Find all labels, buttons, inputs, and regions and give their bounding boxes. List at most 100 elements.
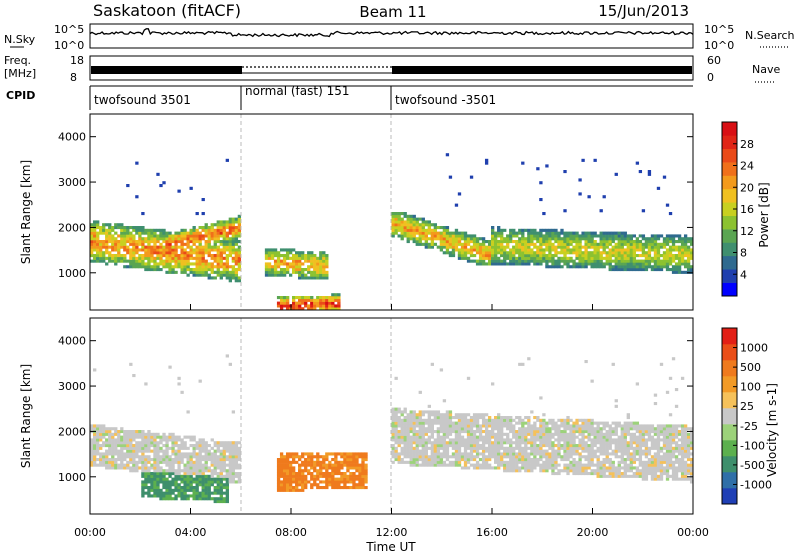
heatmap-cell	[463, 231, 468, 235]
heatmap-cell	[506, 438, 510, 442]
heatmap-cell	[147, 491, 151, 495]
heatmap-cell	[397, 458, 401, 462]
heatmap-cell	[213, 441, 217, 445]
colorbar-swatch	[722, 269, 737, 283]
heatmap-cell	[210, 474, 214, 478]
heatmap-cell	[285, 458, 290, 462]
heatmap-cell	[391, 407, 395, 411]
heatmap-cell	[475, 441, 480, 445]
heatmap-cell	[397, 438, 401, 442]
heatmap-cell	[524, 256, 528, 260]
heatmap-cell	[99, 228, 103, 232]
heatmap-cell	[174, 240, 178, 244]
heatmap-cell	[108, 237, 112, 241]
heatmap-cell	[448, 438, 453, 442]
heatmap-cell	[123, 234, 127, 238]
heatmap-cell	[153, 237, 157, 241]
heatmap-cell	[530, 446, 534, 450]
heatmap-cell	[665, 472, 670, 476]
heatmap-cell	[491, 452, 495, 456]
heatmap-cell	[497, 234, 501, 238]
heatmap-cell	[548, 231, 552, 235]
heatmap-cell	[129, 240, 133, 244]
heatmap-cell	[204, 460, 208, 464]
heatmap-cell	[397, 212, 401, 216]
heatmap-cell	[451, 441, 456, 445]
heatmap-cell	[201, 234, 205, 238]
heatmap-cell	[548, 430, 552, 434]
heatmap-cell	[96, 432, 100, 436]
heatmap-cell	[647, 242, 652, 246]
heatmap-cell	[689, 242, 694, 246]
heatmap-cell	[397, 435, 401, 439]
heatmap-cell	[554, 251, 558, 255]
heatmap-cell	[207, 477, 211, 481]
heatmap-cell	[451, 463, 456, 467]
heatmap-cell	[394, 432, 398, 436]
heatmap-cell	[623, 248, 627, 252]
heatmap-cell	[288, 472, 293, 476]
heatmap-cell	[189, 494, 193, 498]
heatmap-cell	[298, 455, 302, 459]
heatmap-cell	[430, 223, 434, 227]
heatmap-cell	[593, 234, 597, 238]
heatmap-cell	[213, 463, 217, 467]
heatmap-cell	[207, 494, 211, 498]
heatmap-cell	[545, 463, 549, 467]
heatmap-cell	[497, 240, 501, 244]
heatmap-cell	[656, 463, 661, 467]
heatmap-cell	[213, 234, 217, 238]
heatmap-cell	[162, 472, 166, 476]
heatmap-cell	[129, 226, 133, 230]
heatmap-cell	[545, 438, 549, 442]
heatmap-cell	[521, 161, 525, 165]
heatmap-cell	[469, 237, 474, 241]
heatmap-cell	[207, 483, 211, 487]
heatmap-cell	[515, 416, 519, 420]
heatmap-cell	[593, 463, 597, 467]
heatmap-cell	[545, 240, 549, 244]
heatmap-cell	[590, 449, 594, 453]
heatmap-cell	[138, 240, 142, 244]
heatmap-cell	[108, 438, 112, 442]
heatmap-cell	[198, 242, 202, 246]
heatmap-cell	[406, 446, 410, 450]
heatmap-cell	[587, 430, 591, 434]
heatmap-cell	[644, 424, 649, 428]
heatmap-cell	[162, 458, 166, 462]
heatmap-cell	[409, 435, 413, 439]
heatmap-cell	[195, 472, 199, 476]
heatmap-cell	[439, 368, 444, 372]
heatmap-cell	[481, 240, 486, 244]
heatmap-cell	[192, 463, 196, 467]
heatmap-cell	[237, 449, 242, 453]
heatmap-cell	[677, 449, 682, 453]
heatmap-cell	[319, 472, 323, 476]
heatmap-cell	[162, 486, 166, 490]
heatmap-cell	[487, 262, 492, 266]
heatmap-cell	[126, 226, 130, 230]
heatmap-cell	[105, 466, 109, 470]
heatmap-cell	[445, 153, 450, 157]
heatmap-cell	[442, 237, 447, 241]
heatmap-cell	[457, 435, 462, 439]
heatmap-cell	[433, 460, 438, 464]
heatmap-cell	[204, 223, 208, 227]
heatmap-cell	[412, 416, 416, 420]
heatmap-cell	[668, 262, 673, 266]
heatmap-cell	[319, 296, 323, 300]
heatmap-cell	[545, 441, 549, 445]
heatmap-cell	[644, 449, 649, 453]
heatmap-cell	[478, 444, 483, 448]
heatmap-cell	[225, 474, 229, 478]
heatmap-cell	[114, 446, 118, 450]
heatmap-cell	[189, 452, 193, 456]
heatmap-cell	[412, 430, 416, 434]
heatmap-cell	[391, 435, 395, 439]
heatmap-cell	[138, 242, 142, 246]
heatmap-cell	[430, 441, 434, 445]
heatmap-cell	[551, 458, 555, 462]
heatmap-cell	[647, 262, 652, 266]
heatmap-cell	[677, 469, 682, 473]
heatmap-cell	[135, 248, 139, 252]
